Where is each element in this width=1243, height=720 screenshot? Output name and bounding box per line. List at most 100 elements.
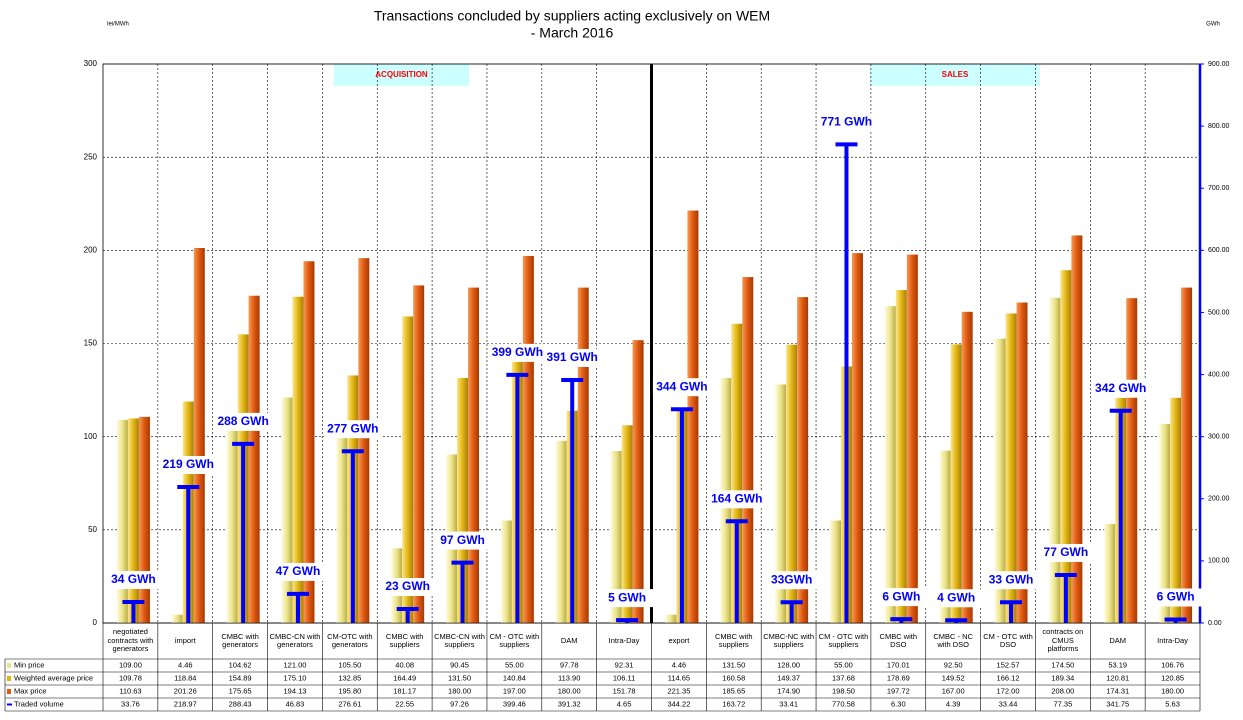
x-tick-label: Intra-Day — [1157, 635, 1188, 645]
data-label-box — [598, 589, 657, 608]
data-label-box — [214, 412, 273, 431]
bar — [303, 261, 315, 623]
bar — [687, 210, 699, 624]
y2-tick-label: 900.00 — [1208, 61, 1230, 68]
x-tick-label: contracts on CMUS platforms — [1042, 627, 1084, 654]
y-tick-label: 0 — [93, 618, 98, 627]
data-label: 33GWh — [771, 572, 812, 586]
x-tick-label: CMBC with suppliers — [715, 631, 753, 649]
data-label: 344 GWh — [656, 379, 707, 393]
table-cell: 4.39 — [946, 699, 961, 708]
table-cell: 106.76 — [1161, 660, 1184, 669]
y2-tick-label: 400.00 — [1208, 371, 1230, 378]
table-cell: 40.08 — [395, 660, 414, 669]
table-cell: 180.00 — [1161, 686, 1184, 695]
bar — [577, 287, 589, 623]
volume-marker — [561, 377, 584, 623]
data-label: 219 GWh — [163, 457, 214, 471]
table-cell: 149.52 — [942, 673, 965, 682]
table-cell: 288.43 — [229, 699, 252, 708]
table-cell: 104.62 — [229, 660, 252, 669]
legend-label: Max price — [14, 686, 47, 695]
table-cell: 770.58 — [832, 699, 855, 708]
data-label: 342 GWh — [1095, 381, 1146, 395]
bar — [358, 258, 370, 623]
legend-swatch — [7, 689, 11, 694]
data-label-box — [323, 420, 382, 439]
table-cell: 160.58 — [722, 673, 745, 682]
category-cell: CMBC with suppliers — [715, 631, 753, 649]
data-label: 5 GWh — [608, 590, 646, 604]
table-cell: 131.50 — [722, 660, 745, 669]
volume-marker — [341, 449, 364, 623]
category-cell: CMBC with DSO — [880, 632, 918, 649]
bar — [138, 416, 150, 623]
bar — [994, 338, 1006, 623]
table-cell: 151.78 — [613, 686, 636, 695]
table-cell: 152.57 — [997, 660, 1020, 669]
table-cell: 55.00 — [505, 660, 524, 669]
table-cell: 114.65 — [668, 673, 690, 682]
category-cell: negotiated contracts with generators — [107, 628, 153, 654]
data-label-box — [652, 378, 711, 397]
x-tick-label: CMBC with generators — [221, 631, 259, 649]
bar — [127, 418, 139, 623]
chart-title: Transactions concluded by suppliers acti… — [374, 8, 770, 24]
bar — [522, 255, 534, 623]
data-label-box — [433, 531, 492, 550]
bar — [961, 311, 973, 623]
x-tick-label: import — [174, 635, 196, 645]
table-cell: 174.50 — [1051, 660, 1074, 669]
table-cell: 180.00 — [558, 686, 581, 695]
table-cell: 92.31 — [615, 660, 634, 669]
bar — [939, 450, 951, 623]
category-cell: DAM — [1109, 636, 1126, 645]
y-axis-label: lei/MWh — [107, 22, 129, 28]
volume-marker — [890, 617, 913, 623]
y-tick-label: 100 — [84, 432, 98, 441]
table-cell: 55.00 — [834, 660, 853, 669]
data-label: 399 GWh — [492, 345, 543, 359]
bar — [468, 287, 480, 623]
bar — [1126, 298, 1138, 623]
category-cell: contracts on CMUS platforms — [1042, 627, 1084, 654]
category-cell: CM-OTC with generators — [327, 632, 372, 649]
bar — [665, 614, 677, 623]
category-cell: Intra-Day — [609, 636, 640, 645]
y-tick-label: 150 — [84, 339, 98, 348]
table-cell: 120.85 — [1161, 673, 1184, 682]
table-cell: 110.63 — [119, 686, 141, 695]
category-cell: DAM — [561, 636, 578, 645]
bar — [610, 450, 622, 623]
volume-marker — [286, 591, 309, 623]
y2-tick-label: 200.00 — [1208, 496, 1230, 503]
data-label-box — [488, 343, 547, 362]
table-cell: 4.46 — [178, 660, 193, 669]
y-tick-label: 200 — [84, 245, 98, 254]
bar — [906, 254, 918, 623]
volume-marker — [232, 441, 255, 623]
bar — [621, 425, 633, 623]
data-label-box — [1091, 379, 1150, 398]
table-cell: 218.97 — [174, 699, 197, 708]
volume-marker — [451, 560, 474, 623]
data-label: 4 GWh — [937, 590, 975, 604]
bar — [775, 384, 787, 623]
bar — [884, 306, 896, 623]
data-label-box — [378, 577, 437, 596]
table-cell: 33.41 — [779, 699, 798, 708]
x-tick-label: export — [668, 635, 690, 645]
data-label: 47 GWh — [276, 564, 321, 578]
data-label: 771 GWh — [821, 115, 872, 129]
data-label: 277 GWh — [327, 421, 378, 435]
data-label: 97 GWh — [440, 533, 485, 547]
table-cell: 175.10 — [283, 673, 306, 682]
bar — [632, 340, 644, 623]
bar — [1170, 397, 1182, 623]
table-cell: 46.83 — [286, 699, 305, 708]
volume-marker — [1054, 572, 1077, 623]
category-cell: CM - OTC with suppliers — [490, 632, 540, 649]
bar — [950, 344, 962, 623]
table-cell: 276.61 — [338, 699, 361, 708]
x-tick-label: CM - OTC with suppliers — [818, 631, 869, 649]
